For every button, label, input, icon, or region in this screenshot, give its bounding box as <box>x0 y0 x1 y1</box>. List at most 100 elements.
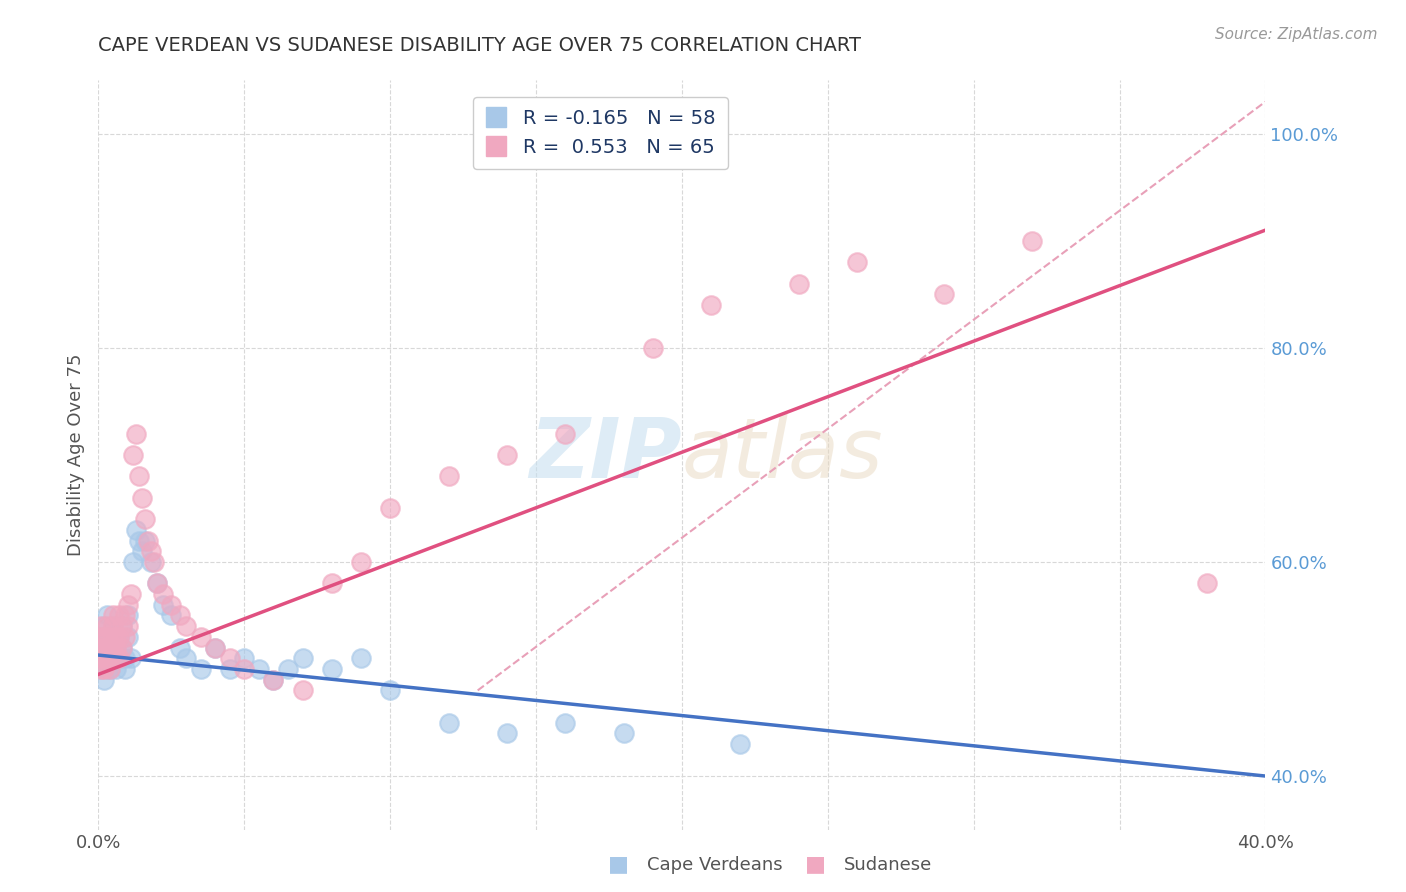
Text: ■: ■ <box>806 854 825 873</box>
Point <box>160 608 183 623</box>
Point <box>247 662 270 676</box>
Point <box>101 619 124 633</box>
Point <box>98 662 121 676</box>
Point <box>90 651 112 665</box>
Point <box>554 715 576 730</box>
Point <box>437 715 460 730</box>
Point <box>111 640 134 655</box>
Point <box>152 587 174 601</box>
Point <box>233 651 256 665</box>
Point <box>730 737 752 751</box>
Point <box>350 555 373 569</box>
Legend: R = -0.165   N = 58, R =  0.553   N = 65: R = -0.165 N = 58, R = 0.553 N = 65 <box>472 97 727 169</box>
Point <box>114 630 136 644</box>
Point <box>98 640 121 655</box>
Point <box>114 608 136 623</box>
Point <box>96 662 118 676</box>
Point <box>101 651 124 665</box>
Point <box>204 640 226 655</box>
Point <box>291 683 314 698</box>
Point <box>96 630 118 644</box>
Text: Cape Verdeans: Cape Verdeans <box>647 855 782 873</box>
Point <box>101 608 124 623</box>
Point <box>114 651 136 665</box>
Point <box>108 630 131 644</box>
Point <box>125 426 148 441</box>
Point <box>117 598 139 612</box>
Point <box>104 662 127 676</box>
Point <box>93 651 115 665</box>
Point <box>96 651 118 665</box>
Point <box>96 630 118 644</box>
Point <box>142 555 165 569</box>
Point <box>101 640 124 655</box>
Point <box>98 651 121 665</box>
Point <box>128 469 150 483</box>
Point <box>700 298 723 312</box>
Point <box>117 630 139 644</box>
Point <box>380 683 402 698</box>
Point <box>98 640 121 655</box>
Point <box>169 640 191 655</box>
Point <box>120 587 142 601</box>
Point <box>787 277 810 291</box>
Point <box>136 533 159 548</box>
Point <box>174 619 197 633</box>
Point <box>612 726 634 740</box>
Point <box>204 640 226 655</box>
Point <box>641 341 664 355</box>
Point <box>93 673 115 687</box>
Point <box>554 426 576 441</box>
Point <box>139 555 162 569</box>
Point <box>96 651 118 665</box>
Point <box>380 501 402 516</box>
Point <box>190 662 212 676</box>
Point <box>131 491 153 505</box>
Point <box>174 651 197 665</box>
Point <box>218 651 240 665</box>
Point <box>90 630 112 644</box>
Point <box>93 619 115 633</box>
Point <box>93 662 115 676</box>
Point <box>128 533 150 548</box>
Point <box>291 651 314 665</box>
Point <box>134 533 156 548</box>
Point <box>93 640 115 655</box>
Point <box>262 673 284 687</box>
Point <box>190 630 212 644</box>
Point <box>125 523 148 537</box>
Point <box>96 619 118 633</box>
Point <box>1195 576 1218 591</box>
Text: Source: ZipAtlas.com: Source: ZipAtlas.com <box>1215 27 1378 42</box>
Point <box>117 608 139 623</box>
Point <box>101 630 124 644</box>
Point <box>104 640 127 655</box>
Point <box>111 619 134 633</box>
Point <box>122 555 145 569</box>
Point <box>93 651 115 665</box>
Point <box>90 640 112 655</box>
Point <box>111 619 134 633</box>
Point <box>350 651 373 665</box>
Point <box>101 619 124 633</box>
Point <box>90 619 112 633</box>
Point <box>233 662 256 676</box>
Point <box>437 469 460 483</box>
Point <box>321 662 343 676</box>
Y-axis label: Disability Age Over 75: Disability Age Over 75 <box>66 353 84 557</box>
Point <box>134 512 156 526</box>
Point <box>90 662 112 676</box>
Point <box>108 630 131 644</box>
Point <box>90 630 112 644</box>
Point <box>1021 234 1043 248</box>
Point <box>104 651 127 665</box>
Point <box>108 608 131 623</box>
Point <box>496 448 519 462</box>
Text: CAPE VERDEAN VS SUDANESE DISABILITY AGE OVER 75 CORRELATION CHART: CAPE VERDEAN VS SUDANESE DISABILITY AGE … <box>98 36 862 54</box>
Point <box>111 640 134 655</box>
Point <box>139 544 162 558</box>
Point <box>98 662 121 676</box>
Point <box>98 651 121 665</box>
Point <box>90 651 112 665</box>
Point <box>104 640 127 655</box>
